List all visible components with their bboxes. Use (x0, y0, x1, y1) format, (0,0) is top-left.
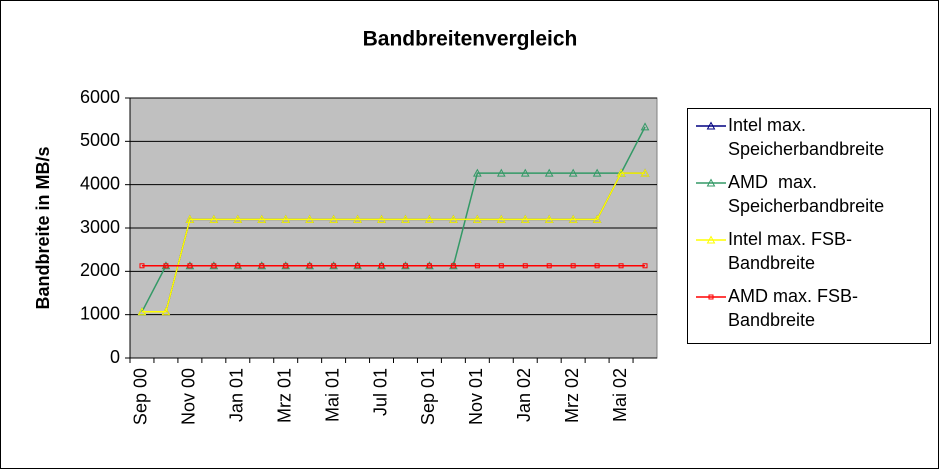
data-point (522, 263, 528, 269)
legend-entry: AMD max. Speicherbandbreite (694, 172, 930, 229)
legend-icon (696, 178, 726, 187)
series-line (141, 172, 646, 313)
data-point (520, 214, 530, 223)
data-point (544, 214, 554, 223)
data-point (137, 307, 147, 316)
data-point (283, 263, 289, 269)
legend-marker (708, 294, 714, 300)
data-point (616, 168, 626, 177)
data-point (642, 263, 648, 269)
data-point (425, 214, 434, 223)
data-point (187, 263, 193, 269)
data-point (592, 168, 602, 177)
x-tick-label: Jan 01 (227, 368, 247, 422)
data-point (353, 214, 362, 223)
data-point (209, 214, 219, 223)
legend-label: AMD max. Speicherbandbreite (728, 172, 885, 216)
data-point (235, 263, 241, 269)
x-tick-label: Nov 00 (179, 368, 199, 425)
legend-icon (696, 235, 726, 244)
data-point (640, 122, 650, 131)
data-point (331, 263, 337, 269)
legend-entry: AMD max. FSB-Bandbreite (694, 286, 930, 343)
data-point (211, 263, 217, 269)
x-tick-label: Mai 01 (322, 368, 342, 422)
legend-marker (706, 121, 716, 130)
x-tick-label: Nov 01 (466, 368, 486, 425)
data-point (163, 263, 169, 269)
y-tick-label: 6000 (80, 87, 120, 107)
series (137, 168, 650, 316)
series (139, 263, 648, 269)
legend-label: Intel max. Speicherbandbreite (728, 115, 885, 159)
data-point (379, 263, 385, 269)
y-tick-label: 3000 (80, 217, 120, 237)
data-point (546, 263, 552, 269)
data-point (401, 214, 410, 223)
data-point (594, 263, 600, 269)
x-tick-label: Mrz 02 (562, 368, 582, 423)
legend-entry: Intel max. FSB-Bandbreite (694, 229, 930, 286)
legend-marker (706, 235, 716, 244)
data-point (496, 214, 506, 223)
data-point (257, 214, 267, 223)
chart-title: Bandbreitenvergleich (363, 28, 578, 51)
data-point (233, 214, 243, 223)
legend-icon (696, 121, 726, 130)
data-point (568, 214, 578, 223)
data-point (355, 263, 361, 269)
data-point (640, 168, 650, 177)
data-point (161, 307, 171, 316)
data-point (402, 263, 408, 269)
y-tick-label: 4000 (80, 173, 120, 193)
y-tick-label: 5000 (80, 130, 120, 150)
data-point (473, 214, 482, 223)
x-tick-label: Mai 02 (610, 368, 630, 422)
x-tick-label: Mrz 01 (274, 368, 294, 423)
data-point (450, 263, 456, 269)
legend-icon (696, 294, 726, 300)
data-point (329, 214, 338, 223)
data-point (426, 263, 432, 269)
data-point (544, 168, 554, 177)
y-tick-label: 0 (110, 347, 120, 367)
data-point (307, 263, 313, 269)
legend-label: Intel max. FSB-Bandbreite (728, 229, 853, 273)
data-point (520, 168, 530, 177)
data-point (570, 263, 576, 269)
data-point (473, 168, 482, 177)
data-point (305, 214, 314, 223)
legend-label: AMD max. FSB-Bandbreite (728, 286, 859, 330)
data-point (592, 214, 602, 223)
data-point (259, 263, 265, 269)
data-point (377, 214, 386, 223)
legend-entry: Intel max. Speicherbandbreite (694, 115, 930, 172)
x-tick-label: Sep 00 (131, 368, 151, 425)
data-point (568, 168, 578, 177)
data-point (474, 263, 480, 269)
y-tick-label: 1000 (80, 303, 120, 323)
data-point (449, 214, 458, 223)
y-axis-title: Bandbreite in MB/s (33, 146, 53, 309)
legend-marker (706, 178, 716, 187)
data-point (496, 168, 506, 177)
data-point (618, 263, 624, 269)
x-tick-label: Jul 01 (370, 368, 390, 416)
data-point (498, 263, 504, 269)
data-point (281, 214, 291, 223)
x-tick-label: Sep 01 (418, 368, 438, 425)
y-tick-label: 2000 (80, 260, 120, 280)
data-point (185, 214, 195, 223)
x-tick-label: Jan 02 (514, 368, 534, 422)
data-point (139, 263, 145, 269)
legend: Intel max. Speicherbandbreite AMD max. Sp… (687, 108, 931, 344)
